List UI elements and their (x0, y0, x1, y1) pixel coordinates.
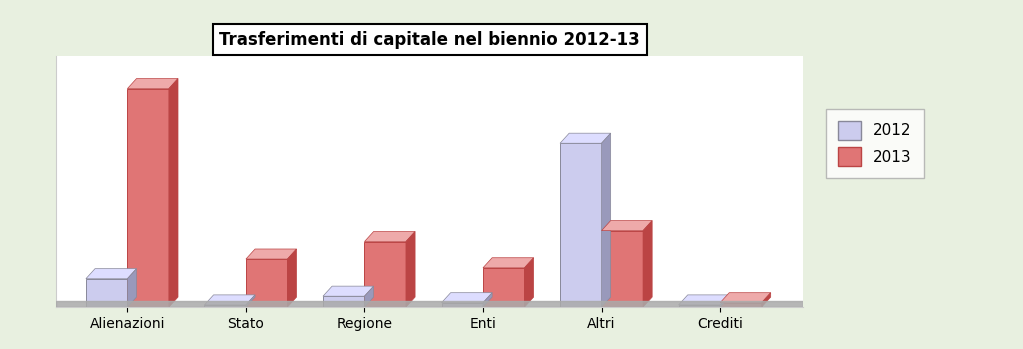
Polygon shape (287, 249, 297, 307)
Bar (56, 301, 803, 307)
Polygon shape (205, 295, 255, 305)
Bar (86, 279, 128, 307)
Polygon shape (128, 79, 178, 89)
Polygon shape (86, 269, 136, 279)
Bar (442, 303, 483, 307)
Polygon shape (560, 133, 611, 143)
Polygon shape (643, 221, 652, 307)
Polygon shape (678, 295, 729, 305)
Polygon shape (246, 295, 255, 307)
Polygon shape (364, 231, 415, 242)
Bar (720, 303, 761, 307)
Bar (205, 305, 246, 307)
Polygon shape (364, 286, 373, 307)
Bar (678, 305, 720, 307)
Title: Trasferimenti di capitale nel biennio 2012-13: Trasferimenti di capitale nel biennio 20… (219, 31, 640, 49)
Polygon shape (720, 293, 770, 303)
Polygon shape (483, 293, 492, 307)
Polygon shape (169, 79, 178, 307)
Bar (602, 231, 643, 307)
Bar (364, 242, 406, 307)
Polygon shape (128, 269, 136, 307)
Bar (128, 89, 169, 307)
Polygon shape (761, 293, 770, 307)
Polygon shape (720, 295, 729, 307)
Polygon shape (406, 231, 415, 307)
Bar (483, 268, 525, 307)
Legend: 2012, 2013: 2012, 2013 (826, 109, 924, 178)
Bar (246, 259, 287, 307)
Polygon shape (602, 221, 652, 231)
Bar (323, 296, 364, 307)
Polygon shape (483, 258, 534, 268)
Polygon shape (442, 293, 492, 303)
Polygon shape (323, 286, 373, 296)
Polygon shape (602, 133, 611, 307)
Bar (560, 143, 602, 307)
Polygon shape (525, 258, 534, 307)
Polygon shape (246, 249, 297, 259)
